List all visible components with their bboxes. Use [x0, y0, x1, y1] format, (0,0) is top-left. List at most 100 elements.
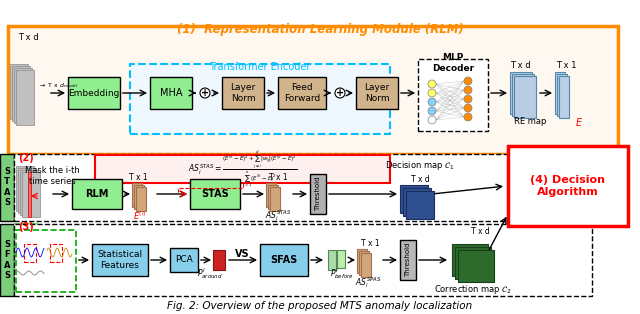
Circle shape	[464, 86, 472, 94]
Bar	[170, 248, 198, 272]
Text: $P^l_{before}$: $P^l_{before}$	[330, 267, 354, 281]
Bar	[20, 170, 38, 215]
Circle shape	[464, 77, 472, 85]
Text: $P^l_{around}$: $P^l_{around}$	[197, 267, 223, 281]
Bar	[24, 244, 36, 262]
Text: Fig. 2: Overview of the proposed MTS anomaly localization: Fig. 2: Overview of the proposed MTS ano…	[168, 301, 472, 311]
Text: (1)  Representation Learning Module (RLM): (1) Representation Learning Module (RLM)	[177, 24, 463, 36]
Bar	[14, 154, 592, 221]
Bar	[95, 155, 390, 183]
Text: PCA: PCA	[175, 256, 193, 264]
Bar	[22, 172, 40, 217]
Text: Decision map $\mathcal{C}_1$: Decision map $\mathcal{C}_1$	[385, 160, 455, 172]
Bar	[266, 183, 276, 207]
Bar	[14, 223, 38, 230]
Bar	[8, 26, 618, 154]
Bar	[14, 224, 592, 296]
Text: $AS_i^{STAS} = \frac{(E^{(i)} - E)^2 + \sum_{j\neq i}^{d} |w_{ij}|(E^{(j)} - E)^: $AS_i^{STAS} = \frac{(E^{(i)} - E)^2 + \…	[188, 149, 298, 189]
Bar	[0, 224, 14, 296]
Text: T x d: T x d	[18, 34, 38, 42]
Text: T x 1: T x 1	[129, 174, 147, 182]
Text: Layer
Norm: Layer Norm	[364, 83, 390, 103]
Text: Correction map $\mathcal{C}_2$: Correction map $\mathcal{C}_2$	[434, 284, 512, 296]
Text: T x 1: T x 1	[361, 240, 380, 248]
Bar	[400, 240, 416, 280]
Bar	[510, 72, 532, 114]
Text: T x 1: T x 1	[556, 62, 577, 71]
Text: (3): (3)	[18, 222, 34, 232]
Bar	[310, 174, 326, 214]
Bar	[92, 244, 148, 276]
Bar	[400, 185, 428, 213]
Circle shape	[428, 80, 436, 88]
Text: +: +	[201, 88, 209, 98]
Text: STAS: STAS	[201, 189, 229, 199]
Text: (2): (2)	[18, 153, 34, 163]
Text: Threshold: Threshold	[315, 177, 321, 211]
Text: Embedding: Embedding	[68, 89, 120, 98]
Bar	[458, 250, 494, 282]
Text: $AS_i^{STAS}$: $AS_i^{STAS}$	[265, 208, 291, 224]
Bar	[68, 77, 120, 109]
Text: VS: VS	[235, 249, 250, 259]
Bar	[268, 185, 278, 209]
Circle shape	[428, 98, 436, 106]
Circle shape	[428, 89, 436, 97]
Text: T x d: T x d	[411, 175, 429, 183]
Text: Threshold: Threshold	[405, 243, 411, 277]
Bar	[10, 64, 28, 119]
Bar	[406, 191, 434, 219]
Bar	[72, 179, 122, 209]
Bar	[213, 250, 225, 270]
Circle shape	[200, 88, 210, 98]
Bar	[18, 168, 36, 213]
Text: Statistical
Features: Statistical Features	[97, 250, 143, 270]
Text: Layer
Norm: Layer Norm	[230, 83, 255, 103]
Bar	[359, 251, 369, 275]
Bar	[512, 74, 534, 116]
Text: $AS_i^{SPAS}$: $AS_i^{SPAS}$	[355, 276, 381, 290]
Text: SFAS: SFAS	[270, 255, 298, 265]
Text: Feed
Forward: Feed Forward	[284, 83, 320, 103]
Bar	[130, 64, 390, 134]
Text: T x d: T x d	[470, 228, 490, 236]
Circle shape	[464, 113, 472, 121]
Circle shape	[428, 116, 436, 124]
Bar	[14, 154, 38, 161]
Text: RE map: RE map	[514, 117, 547, 127]
Text: T x d: T x d	[510, 62, 531, 71]
Bar	[16, 70, 34, 125]
Circle shape	[428, 107, 436, 115]
Circle shape	[335, 88, 345, 98]
Bar	[28, 172, 31, 217]
Bar	[508, 146, 628, 226]
Text: MHA: MHA	[160, 88, 182, 98]
Text: $E$: $E$	[575, 116, 583, 128]
Bar	[136, 187, 146, 211]
Bar	[357, 249, 367, 273]
Text: S
F
A
S: S F A S	[4, 240, 10, 280]
Text: (4) Decision
Algorithm: (4) Decision Algorithm	[531, 175, 605, 197]
Bar	[452, 244, 488, 276]
Bar	[278, 77, 326, 109]
Bar	[361, 253, 371, 277]
Bar	[222, 77, 264, 109]
Bar	[337, 250, 345, 268]
Bar	[190, 179, 240, 209]
Text: +: +	[336, 88, 344, 98]
Bar	[555, 72, 565, 114]
Bar	[14, 68, 32, 123]
Bar	[16, 166, 34, 211]
Bar	[356, 77, 398, 109]
Bar	[559, 76, 569, 118]
Bar	[50, 244, 62, 262]
Text: Mask the i-th
time series: Mask the i-th time series	[24, 166, 79, 186]
Bar	[455, 247, 491, 279]
Bar	[150, 77, 192, 109]
Text: $E^{(i)}$: $E^{(i)}$	[133, 210, 147, 222]
Circle shape	[464, 104, 472, 112]
Circle shape	[464, 95, 472, 103]
Text: Transformer Encoder: Transformer Encoder	[209, 62, 310, 72]
Bar	[270, 187, 280, 211]
Bar	[0, 154, 14, 221]
